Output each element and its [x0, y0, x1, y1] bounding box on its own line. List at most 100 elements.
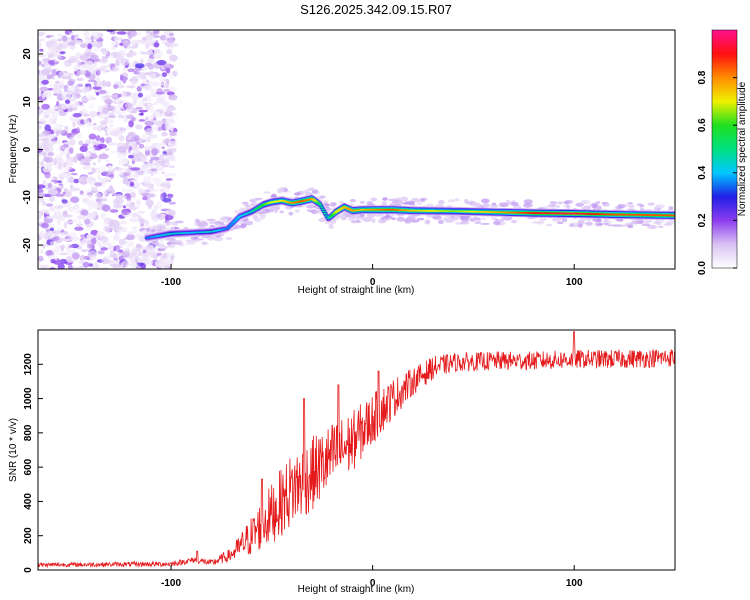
heatmap-cell: [288, 211, 294, 216]
heatmap-cell: [167, 194, 173, 199]
heatmap-cell: [63, 72, 69, 77]
heatmap-cell: [132, 228, 138, 234]
heatmap-cell: [67, 80, 75, 87]
heatmap-cell: [120, 220, 127, 225]
heatmap-cell: [152, 253, 158, 260]
heatmap-cell: [551, 217, 562, 222]
heatmap-cell: [42, 202, 48, 206]
heatmap-cell: [40, 37, 46, 42]
heatmap-cell: [105, 188, 116, 192]
heatmap-cell: [95, 67, 105, 72]
heatmap-cell: [117, 93, 122, 98]
heatmap-cell: [48, 44, 58, 52]
heatmap-cell: [126, 200, 132, 206]
heatmap-cell: [156, 96, 165, 104]
heatmap-cell: [311, 189, 319, 194]
colorbar-ticks: 0.0 0.2 0.4 0.6 0.8: [697, 70, 737, 275]
heatmap-cell: [52, 210, 56, 213]
heatmap-cell: [101, 171, 110, 175]
heatmap-cell: [351, 220, 357, 224]
heatmap-cell: [166, 49, 173, 55]
spectrogram-x-label: Height of straight line (km): [298, 285, 415, 296]
y-tick-label: -10: [22, 190, 33, 205]
heatmap-cell: [82, 143, 89, 147]
heatmap-cell: [318, 204, 323, 206]
heatmap-cell: [85, 234, 95, 239]
heatmap-cell: [129, 217, 137, 222]
heatmap-cell: [97, 199, 102, 205]
heatmap-cell: [137, 92, 144, 98]
heatmap-cell: [613, 224, 623, 228]
heatmap-cell: [101, 80, 106, 88]
heatmap-cell: [580, 218, 586, 223]
heatmap-cell: [136, 86, 142, 92]
heatmap-cell: [165, 160, 169, 164]
heatmap-cell: [319, 206, 324, 208]
heatmap-cell: [419, 198, 426, 203]
heatmap-cell: [424, 219, 430, 225]
heatmap-cell: [135, 124, 143, 130]
heatmap-cell: [107, 55, 115, 58]
heatmap-cell: [161, 72, 167, 77]
heatmap-cell: [496, 218, 505, 222]
heatmap-cell: [592, 203, 599, 208]
heatmap-cell: [109, 123, 114, 128]
heatmap-cell: [105, 127, 115, 133]
heatmap-cell: [159, 34, 167, 41]
heatmap-cell: [52, 247, 60, 254]
snr-x-ticks: -100 0 100: [161, 565, 583, 589]
heatmap-cell: [53, 105, 59, 110]
heatmap-cell: [56, 180, 63, 184]
heatmap-cell: [99, 111, 104, 115]
heatmap-cell: [117, 168, 127, 172]
heatmap-cell: [57, 218, 61, 226]
heatmap-cell: [159, 188, 165, 194]
heatmap-cell: [138, 109, 148, 113]
heatmap-cell: [51, 111, 59, 118]
heatmap-cell: [169, 252, 174, 256]
heatmap-cell: [143, 145, 151, 151]
heatmap-cell: [110, 40, 117, 46]
heatmap-cell: [92, 162, 96, 166]
heatmap-cell: [61, 91, 71, 100]
heatmap-cell: [547, 204, 557, 207]
heatmap-cell: [40, 160, 44, 167]
heatmap-cell: [57, 38, 63, 42]
heatmap-cell: [92, 126, 98, 130]
heatmap-cell: [122, 247, 130, 252]
heatmap-cell: [101, 242, 112, 246]
heatmap-cell: [131, 226, 137, 230]
heatmap-cell: [154, 259, 163, 267]
heatmap-cell: [105, 136, 113, 144]
heatmap-cell: [136, 204, 140, 210]
snr-x-label: Height of straight line (km): [298, 584, 415, 595]
heatmap-cell: [60, 80, 65, 85]
heatmap-cell: [147, 50, 154, 56]
heatmap-cell: [79, 190, 84, 195]
heatmap-cell: [144, 258, 149, 266]
heatmap-cell: [138, 100, 145, 107]
heatmap-cell: [58, 110, 67, 117]
heatmap-cell: [120, 91, 127, 98]
heatmap-cell: [80, 249, 88, 253]
heatmap-cell: [142, 195, 148, 201]
heatmap-cell: [585, 221, 593, 226]
heatmap-cell: [80, 43, 87, 48]
heatmap-cell: [83, 30, 91, 38]
heatmap-cell: [159, 82, 168, 87]
heatmap-cell: [165, 107, 173, 114]
heatmap-cell: [252, 214, 259, 220]
heatmap-cell: [59, 231, 65, 239]
heatmap-cell: [72, 156, 78, 163]
heatmap-cell: [634, 220, 645, 225]
heatmap-cell: [49, 115, 53, 121]
heatmap-cell: [596, 223, 604, 226]
heatmap-cell: [60, 41, 70, 49]
x-tick-label: -100: [161, 277, 181, 288]
heatmap-cell: [146, 227, 151, 232]
heatmap-cell: [73, 65, 79, 72]
heatmap-cell: [87, 194, 93, 199]
heatmap-cell: [168, 165, 175, 169]
heatmap-cell: [38, 60, 42, 66]
heatmap-cell: [101, 257, 110, 265]
